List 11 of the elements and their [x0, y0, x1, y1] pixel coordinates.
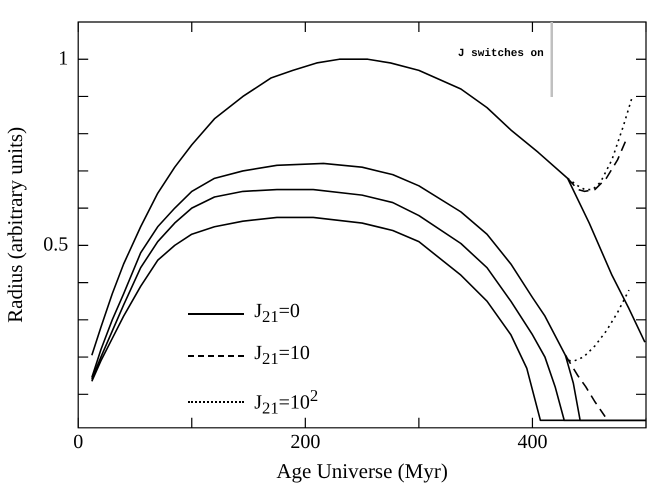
x-tick-label: 400 [517, 431, 548, 454]
y-axis-title: Radius (arbitrary units) [3, 126, 28, 323]
x-tick-label: 200 [290, 431, 320, 454]
y-tick-label: 0.5 [43, 234, 68, 256]
ref-line-label: J switches on [458, 48, 544, 60]
legend-label: J$_{21}$=10 [254, 340, 310, 370]
x-tick-label: 0 [73, 431, 84, 454]
legend-label: J$_{21}$=10$^{2}$ [254, 384, 318, 420]
legend-label: J$_{21}$=0 [254, 298, 300, 328]
y-tick-label: 1 [58, 47, 68, 70]
x-axis-title: Age Universe (Myr) [276, 458, 448, 483]
